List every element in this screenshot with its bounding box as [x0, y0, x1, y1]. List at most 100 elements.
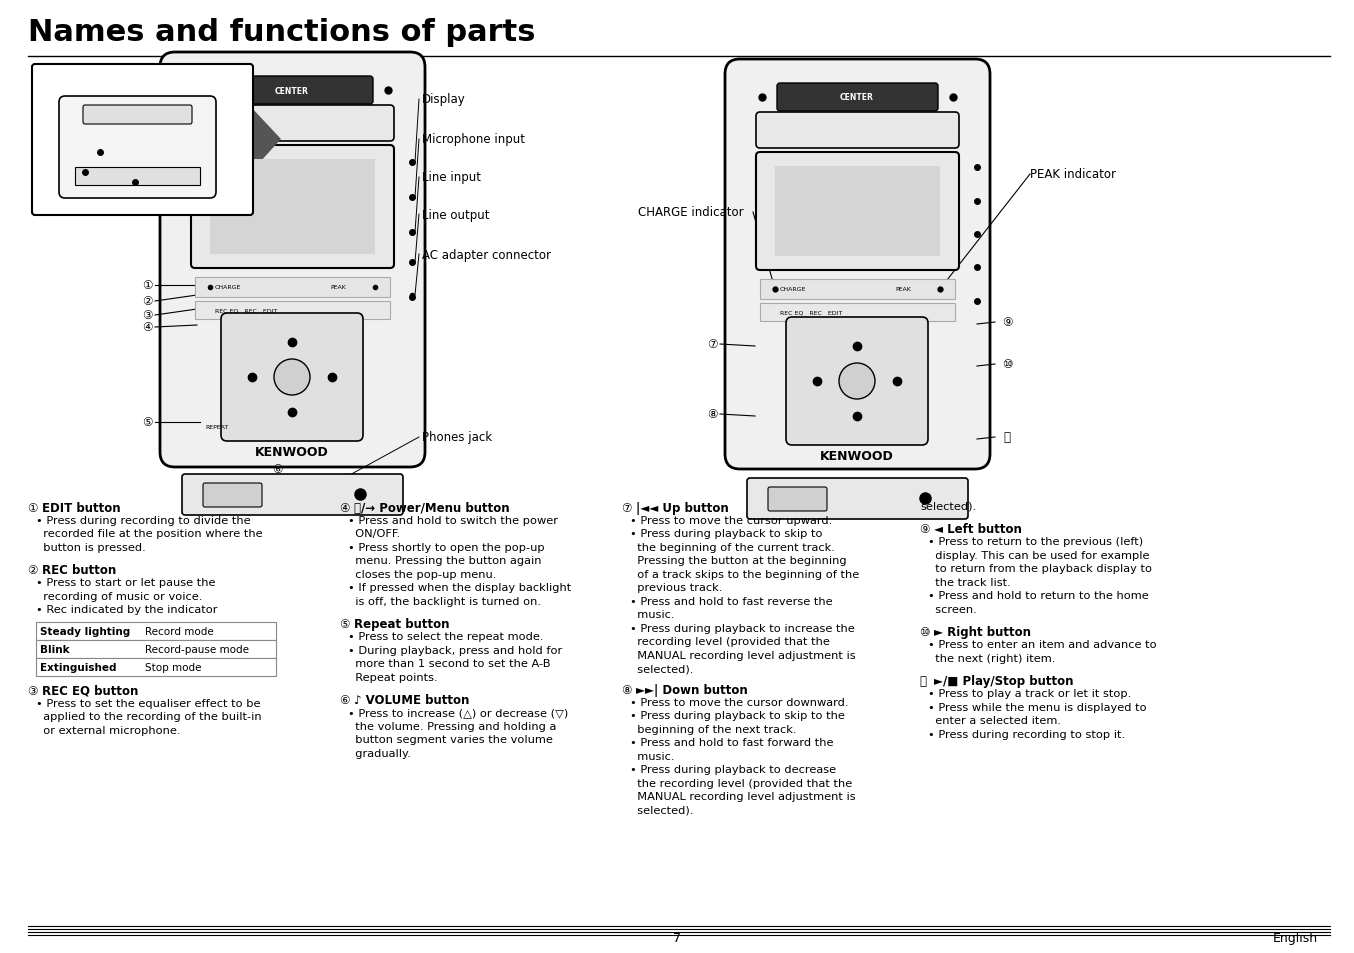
Text: display. This can be used for example: display. This can be used for example [927, 551, 1150, 560]
FancyBboxPatch shape [221, 314, 363, 441]
Text: ► Right button: ► Right button [934, 626, 1030, 639]
Text: ⑪: ⑪ [919, 675, 930, 688]
Circle shape [274, 359, 310, 395]
Bar [760, 280, 955, 299]
Text: KENWOOD: KENWOOD [255, 446, 329, 459]
Text: to return from the playback display to: to return from the playback display to [927, 564, 1152, 574]
Text: PEAK: PEAK [330, 285, 345, 291]
Text: • Press to select the repeat mode.: • Press to select the repeat mode. [348, 632, 543, 641]
Bar [195, 277, 390, 297]
Text: • Press during playback to decrease: • Press during playback to decrease [630, 764, 837, 775]
Text: ⑤: ⑤ [340, 618, 355, 631]
Text: recording level (provided that the: recording level (provided that the [630, 637, 830, 647]
Text: English: English [1273, 931, 1317, 944]
Text: |◄◄ Up button: |◄◄ Up button [636, 501, 728, 515]
Text: MANUAL recording level adjustment is: MANUAL recording level adjustment is [630, 792, 856, 801]
Text: MANUAL recording level adjustment is: MANUAL recording level adjustment is [630, 650, 856, 660]
Text: Right mic: Right mic [43, 139, 96, 149]
Text: ⑧: ⑧ [707, 408, 718, 421]
Text: REC EQ   REC   EDIT: REC EQ REC EDIT [215, 308, 278, 314]
Text: ◄ Left button: ◄ Left button [934, 523, 1022, 536]
Text: gradually.: gradually. [348, 748, 410, 759]
Text: • Press while the menu is displayed to: • Press while the menu is displayed to [927, 702, 1147, 712]
Text: REC button: REC button [42, 564, 116, 577]
Text: Microphone input: Microphone input [422, 133, 525, 147]
Text: applied to the recording of the built-in: applied to the recording of the built-in [37, 712, 261, 721]
Text: the next (right) item.: the next (right) item. [927, 654, 1055, 663]
Bar [760, 304, 955, 322]
Text: previous track.: previous track. [630, 583, 723, 593]
Text: button is pressed.: button is pressed. [37, 542, 146, 553]
Text: music.: music. [630, 751, 674, 761]
Text: ⏻/→ Power/Menu button: ⏻/→ Power/Menu button [353, 501, 509, 515]
Text: enter a selected item.: enter a selected item. [927, 716, 1062, 726]
Text: • Press during recording to stop it.: • Press during recording to stop it. [927, 729, 1125, 740]
Text: • Press and hold to fast reverse the: • Press and hold to fast reverse the [630, 597, 833, 606]
Bar [774, 167, 940, 256]
FancyBboxPatch shape [724, 60, 990, 470]
FancyBboxPatch shape [32, 65, 253, 215]
Text: ⑩: ⑩ [919, 626, 934, 639]
Text: ④: ④ [340, 501, 355, 515]
Text: • Press to play a track or let it stop.: • Press to play a track or let it stop. [927, 689, 1131, 699]
Text: is off, the backlight is turned on.: is off, the backlight is turned on. [348, 597, 542, 606]
Text: KENWOOD: KENWOOD [821, 450, 894, 463]
Text: • Press to return to the previous (left): • Press to return to the previous (left) [927, 537, 1143, 547]
Text: Line input: Line input [422, 172, 481, 184]
Text: CHARGE indicator: CHARGE indicator [638, 206, 743, 219]
Text: ⑦: ⑦ [707, 338, 718, 351]
Text: • Press to enter an item and advance to: • Press to enter an item and advance to [927, 639, 1156, 650]
FancyBboxPatch shape [777, 84, 938, 112]
Text: CHARGE: CHARGE [215, 285, 241, 291]
FancyBboxPatch shape [191, 146, 394, 269]
Text: • Press and hold to return to the home: • Press and hold to return to the home [927, 591, 1148, 601]
Text: ⑧: ⑧ [621, 683, 636, 697]
FancyBboxPatch shape [181, 475, 403, 516]
Text: REC EQ   REC   EDIT: REC EQ REC EDIT [780, 310, 842, 315]
Text: Display: Display [422, 93, 466, 107]
Text: selected).: selected). [919, 501, 976, 512]
Bar [37, 659, 276, 677]
Text: music.: music. [630, 610, 674, 619]
Text: ON/OFF.: ON/OFF. [348, 529, 401, 539]
Text: ③: ③ [28, 684, 42, 698]
Bar [210, 160, 375, 254]
Text: selected).: selected). [630, 664, 693, 674]
Bar [37, 640, 276, 659]
Text: REPEAT: REPEAT [204, 425, 229, 430]
FancyBboxPatch shape [191, 106, 394, 142]
Text: ④: ④ [142, 321, 152, 335]
Text: 7: 7 [673, 931, 681, 944]
Text: • Rec indicated by the indicator: • Rec indicated by the indicator [37, 605, 218, 615]
FancyBboxPatch shape [160, 53, 425, 468]
Text: AC adapter connector: AC adapter connector [422, 248, 551, 261]
Text: Repeat button: Repeat button [353, 618, 450, 631]
FancyBboxPatch shape [787, 317, 927, 446]
Text: Record-pause mode: Record-pause mode [145, 644, 249, 655]
Text: recorded file at the position where the: recorded file at the position where the [37, 529, 263, 539]
Text: • Press during playback to increase the: • Press during playback to increase the [630, 623, 854, 634]
FancyBboxPatch shape [83, 106, 192, 125]
Polygon shape [250, 108, 280, 172]
Text: • Press and hold to fast forward the: • Press and hold to fast forward the [630, 738, 834, 748]
Text: CENTER: CENTER [839, 93, 873, 102]
Text: screen.: screen. [927, 604, 976, 615]
Text: closes the pop-up menu.: closes the pop-up menu. [348, 569, 497, 579]
Text: the beginning of the current track.: the beginning of the current track. [630, 542, 835, 553]
Text: ♪ VOLUME button: ♪ VOLUME button [353, 694, 470, 707]
Text: • If pressed when the display backlight: • If pressed when the display backlight [348, 583, 571, 593]
Text: ►/■: ►/■ [284, 375, 299, 380]
Text: • Press to increase (△) or decrease (▽): • Press to increase (△) or decrease (▽) [348, 708, 569, 718]
FancyBboxPatch shape [60, 97, 217, 199]
Text: Stop mode: Stop mode [145, 662, 202, 672]
Text: PEAK: PEAK [895, 287, 911, 293]
Text: the recording level (provided that the: the recording level (provided that the [630, 779, 852, 788]
Text: • Press to start or let pause the: • Press to start or let pause the [37, 578, 215, 588]
FancyBboxPatch shape [756, 152, 959, 271]
Text: Phones jack: Phones jack [422, 431, 492, 444]
Text: REC EQ button: REC EQ button [42, 684, 138, 698]
Text: Extinguished: Extinguished [41, 662, 116, 672]
Text: ⑪: ⑪ [1003, 431, 1010, 444]
Text: ►►| Down button: ►►| Down button [636, 683, 747, 697]
Text: • Press and hold to switch the power: • Press and hold to switch the power [348, 516, 558, 525]
